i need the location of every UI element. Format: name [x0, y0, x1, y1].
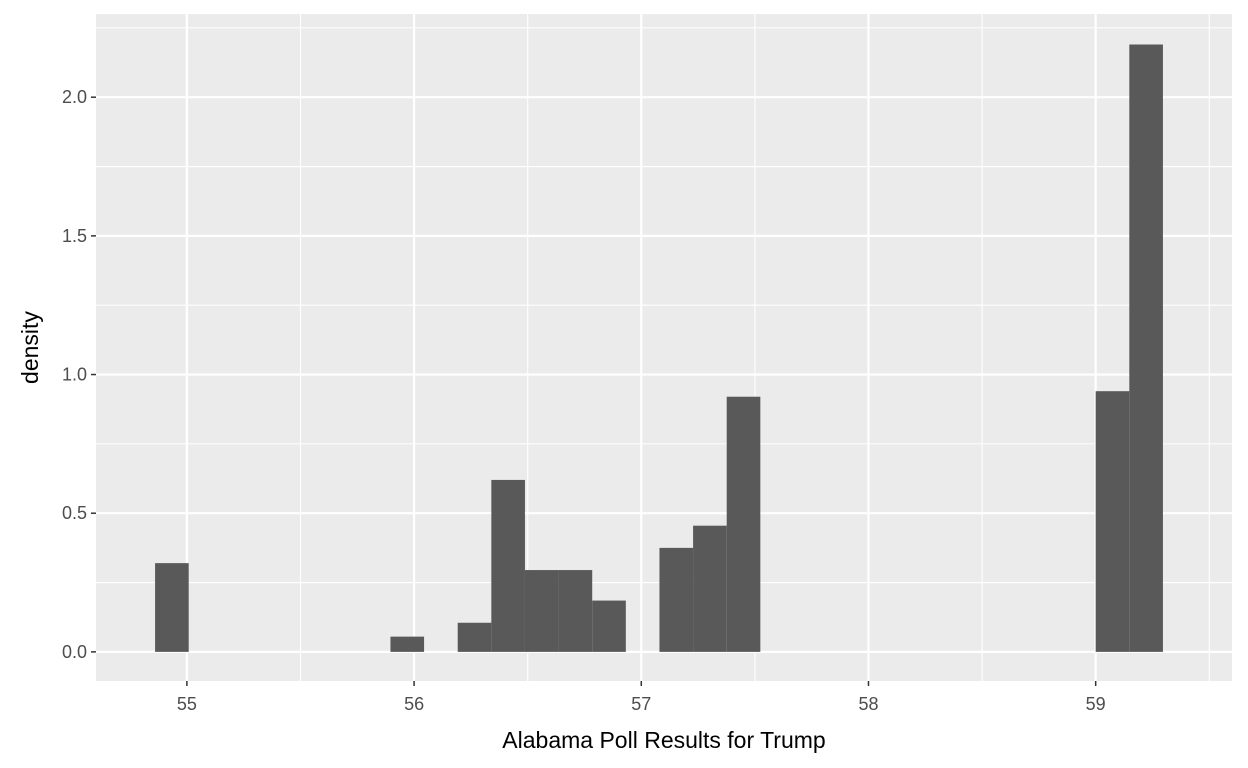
- y-axis-ticks: 0.0 0.5 1.0 1.5 2.0: [62, 87, 96, 662]
- y-axis-title: density: [17, 311, 43, 384]
- histogram-bar: [1129, 44, 1163, 652]
- histogram-bars: [155, 44, 1163, 652]
- histogram-bar: [558, 570, 593, 652]
- y-tick-label: 0.5: [62, 503, 87, 523]
- histogram-bar: [390, 636, 425, 652]
- y-tick-label: 1.0: [62, 365, 87, 385]
- x-tick-label: 57: [631, 694, 651, 714]
- x-tick-label: 56: [404, 694, 424, 714]
- histogram-bar: [1095, 391, 1130, 652]
- histogram-bar: [659, 547, 694, 652]
- histogram-bar: [693, 525, 727, 652]
- histogram-bar: [592, 600, 626, 652]
- histogram-bar: [524, 570, 559, 652]
- y-tick-label: 1.5: [62, 226, 87, 246]
- y-tick-label: 2.0: [62, 87, 87, 107]
- x-tick-label: 59: [1086, 694, 1106, 714]
- x-axis-ticks: 55 56 57 58 59: [177, 681, 1106, 714]
- histogram-bar: [457, 622, 492, 652]
- x-tick-label: 58: [858, 694, 878, 714]
- histogram-bar: [491, 479, 525, 652]
- x-tick-label: 55: [177, 694, 197, 714]
- histogram-bar: [726, 396, 761, 652]
- x-axis-title: Alabama Poll Results for Trump: [502, 727, 825, 753]
- histogram-bar: [155, 563, 189, 652]
- y-tick-label: 0.0: [62, 642, 87, 662]
